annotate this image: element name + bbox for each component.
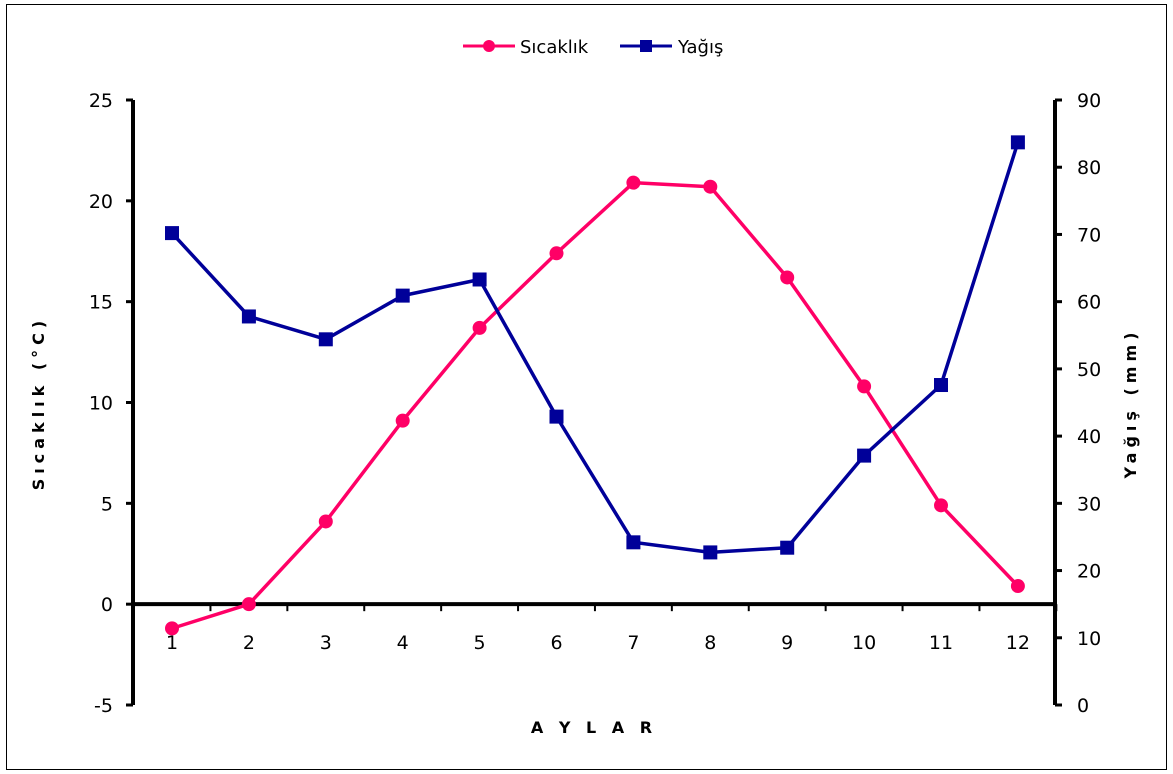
- y-right-tick-label: 90: [1077, 90, 1101, 112]
- series-0-point: [857, 379, 872, 394]
- y-left-tick-label: 15: [89, 292, 113, 314]
- series-0-point: [549, 246, 564, 261]
- y-right-tick-label: 50: [1077, 359, 1101, 381]
- y-right-tick-label: 20: [1077, 561, 1101, 583]
- x-tick-label: 11: [929, 632, 953, 654]
- series-0-point: [934, 498, 948, 513]
- series-0-point: [703, 179, 718, 194]
- y-left-tick-label: 0: [101, 594, 113, 616]
- y-right-tick-label: 30: [1077, 493, 1101, 515]
- series-1-point: [472, 272, 487, 287]
- series-1-point: [626, 535, 641, 550]
- x-tick-label: 6: [550, 632, 562, 654]
- series-1-point: [703, 545, 718, 560]
- series-1-point: [395, 288, 410, 303]
- y-right-tick-label: 70: [1077, 224, 1101, 246]
- series-0-point: [241, 597, 256, 612]
- x-tick-label: 8: [704, 632, 716, 654]
- y-right-tick-label: 60: [1077, 292, 1101, 314]
- series-1-point: [780, 540, 795, 555]
- series-1-point: [165, 226, 179, 241]
- series-line-0: [171, 180, 1020, 631]
- x-tick-label: 7: [627, 632, 639, 654]
- series-line-1: [170, 141, 1020, 555]
- x-tick-label: 2: [243, 632, 255, 654]
- y-left-tick-label: -5: [94, 695, 113, 717]
- series-0-point: [780, 270, 795, 285]
- x-tick-label: 4: [397, 632, 409, 654]
- legend: Sıcaklık Yağış: [463, 37, 723, 58]
- series-1-point: [934, 378, 948, 393]
- legend-marker-sicaklik: [483, 40, 495, 52]
- legend-label-yagis: Yağış: [677, 37, 723, 58]
- labels-group: A Y L A R Sıcaklık (°C) Yağış (mm): [29, 316, 1140, 737]
- series-0-point: [472, 320, 487, 335]
- x-tick-label: 9: [781, 632, 793, 654]
- series-1-point: [241, 309, 256, 324]
- legend-marker-yagis: [640, 40, 652, 52]
- series-0-point: [318, 514, 333, 529]
- x-tick-label: 3: [320, 632, 332, 654]
- series-0-point: [395, 413, 410, 428]
- legend-label-sicaklik: Sıcaklık: [520, 37, 589, 58]
- series-1-point: [318, 332, 333, 347]
- y-right-tick-label: 0: [1077, 695, 1089, 717]
- series-0-point: [165, 621, 179, 636]
- x-tick-label: 10: [852, 632, 876, 654]
- series-group: [165, 135, 1025, 636]
- y-right-tick-label: 80: [1077, 157, 1101, 179]
- y-right-tick-label: 40: [1077, 426, 1101, 448]
- y-left-tick-label: 20: [89, 191, 113, 213]
- x-tick-label: 1: [166, 632, 178, 654]
- chart-frame: [6, 4, 1167, 770]
- series-1-point: [549, 409, 564, 424]
- y-right-tick-label: 10: [1077, 628, 1101, 650]
- y-axis-right-title: Yağış (mm): [1121, 328, 1140, 480]
- x-axis-title: A Y L A R: [531, 718, 657, 737]
- x-tick-label: 5: [474, 632, 486, 654]
- y-axis-left-title: Sıcaklık (°C): [29, 316, 48, 490]
- series-1-point: [857, 448, 872, 463]
- series-1-point: [1010, 135, 1025, 150]
- series-0-point: [626, 175, 641, 190]
- y-left-tick-label: 5: [101, 493, 113, 515]
- y-left-tick-label: 25: [89, 90, 113, 112]
- y-left-tick-label: 10: [89, 393, 113, 415]
- series-0-point: [1010, 579, 1025, 594]
- x-tick-label: 12: [1006, 632, 1030, 654]
